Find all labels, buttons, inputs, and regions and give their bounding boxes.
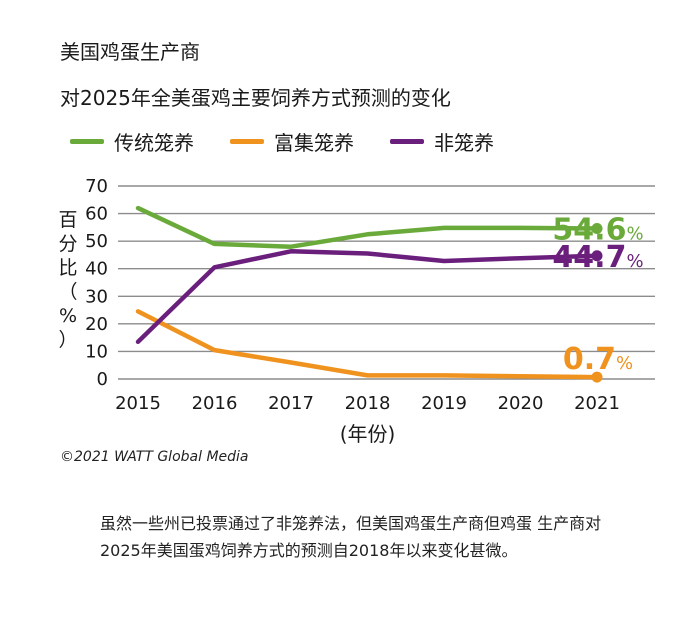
series-end-point bbox=[591, 371, 603, 383]
chart-subtitle: 对2025年全美蛋鸡主要饲养方式预测的变化 bbox=[60, 86, 451, 110]
legend-label-cage-free: 非笼养 bbox=[434, 130, 494, 155]
x-tick-label: 2020 bbox=[498, 393, 544, 414]
series-line bbox=[135, 205, 600, 249]
copyright-credit: ©2021 WATT Global Media bbox=[60, 449, 249, 465]
y-axis-title-char: % bbox=[59, 305, 77, 327]
caption-note: 虽然一些州已投票通过了非笼养法，但美国鸡蛋生产商但鸡蛋 生产商对2025年美国蛋… bbox=[100, 514, 602, 560]
series-end-label: 0.7% bbox=[563, 342, 633, 377]
y-axis-title-char: 比 bbox=[58, 257, 77, 279]
legend: 传统笼养 富集笼养 非笼养 bbox=[70, 126, 530, 156]
series-end-value: 54.6 bbox=[552, 212, 626, 247]
x-tick-label: 2015 bbox=[115, 393, 161, 414]
x-tick-label: 2021 bbox=[574, 393, 620, 414]
series-end-value: 0.7 bbox=[563, 342, 616, 377]
x-tick-label: 2018 bbox=[345, 393, 391, 414]
legend-swatch-cage-free bbox=[390, 138, 424, 144]
x-tick-label: 2017 bbox=[268, 393, 314, 414]
y-tick-label: 70 bbox=[85, 176, 108, 197]
y-axis-title-char: ） bbox=[58, 329, 77, 351]
legend-item-enriched-cage: 富集笼养 bbox=[230, 127, 354, 156]
y-tick-label: 60 bbox=[85, 204, 108, 225]
legend-item-cage-free: 非笼养 bbox=[390, 127, 494, 156]
y-tick-label: 40 bbox=[85, 259, 108, 280]
chart-title: 美国鸡蛋生产商 bbox=[60, 40, 200, 64]
legend-item-conventional-cage: 传统笼养 bbox=[70, 127, 194, 156]
y-tick-label: 30 bbox=[85, 286, 108, 307]
series-end-label: 54.6% bbox=[552, 212, 643, 247]
legend-label-conventional-cage: 传统笼养 bbox=[114, 130, 194, 155]
legend-swatch-enriched-cage bbox=[230, 138, 264, 144]
y-axis-title-char: 分 bbox=[58, 233, 77, 255]
series-line bbox=[135, 309, 600, 380]
series-end-unit: % bbox=[616, 353, 633, 374]
series-end-value: 44.7 bbox=[552, 240, 626, 275]
x-axis-title: (年份) bbox=[340, 422, 396, 445]
series-end-unit: % bbox=[626, 223, 643, 244]
y-tick-label: 10 bbox=[85, 341, 108, 362]
legend-swatch-conventional-cage bbox=[70, 138, 104, 144]
line-chart: 0 10 20 30 40 50 60 70 2015 2016 2017 2018 2019 2020 2… bbox=[58, 176, 655, 445]
x-tick-label: 2016 bbox=[192, 393, 238, 414]
series-line bbox=[135, 249, 600, 345]
series-end-label: 44.7% bbox=[552, 240, 643, 275]
y-tick-label: 50 bbox=[85, 231, 108, 252]
series-end-point bbox=[591, 222, 603, 234]
series-end-unit: % bbox=[626, 251, 643, 272]
y-tick-label: 0 bbox=[97, 369, 108, 390]
x-tick-label: 2019 bbox=[421, 393, 467, 414]
series-end-point bbox=[591, 250, 603, 262]
legend-label-enriched-cage: 富集笼养 bbox=[274, 130, 354, 155]
y-axis-title-char: （ bbox=[58, 281, 77, 303]
y-tick-label: 20 bbox=[85, 314, 108, 335]
y-axis-title-char: 百 bbox=[58, 209, 77, 231]
